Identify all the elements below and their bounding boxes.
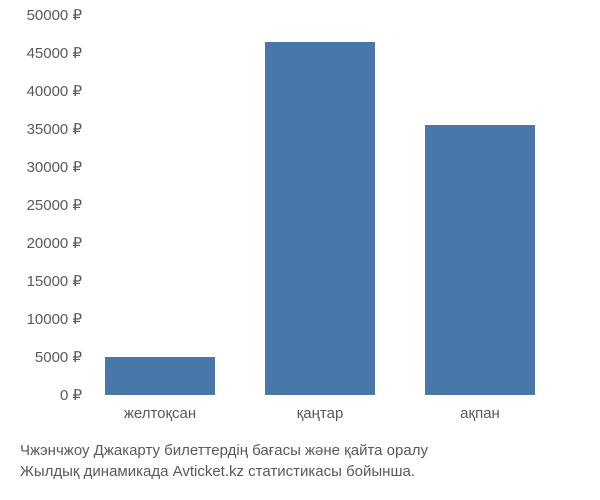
caption: Чжэнчжоу Джакарту билеттердің бағасы жән…	[20, 440, 580, 482]
x-tick: желтоқсан	[124, 405, 196, 422]
y-tick: 30000 ₽	[0, 158, 82, 176]
y-tick: 40000 ₽	[0, 82, 82, 100]
y-axis: 0 ₽ 5000 ₽ 10000 ₽ 15000 ₽ 20000 ₽ 25000…	[0, 15, 90, 395]
caption-line-2: Жылдық динамикада Avticket.kz статистика…	[20, 461, 580, 482]
y-tick: 50000 ₽	[0, 6, 82, 24]
y-tick: 45000 ₽	[0, 44, 82, 62]
y-tick: 5000 ₽	[0, 348, 82, 366]
y-tick: 25000 ₽	[0, 196, 82, 214]
x-tick: ақпан	[460, 405, 500, 422]
y-tick: 0 ₽	[0, 386, 82, 404]
y-tick: 15000 ₽	[0, 272, 82, 290]
caption-line-1: Чжэнчжоу Джакарту билеттердің бағасы жән…	[20, 440, 580, 461]
bar-0	[105, 357, 215, 395]
plot-area	[95, 15, 545, 395]
x-tick: қаңтар	[297, 405, 344, 422]
bar-2	[425, 125, 535, 395]
y-tick: 10000 ₽	[0, 310, 82, 328]
bar-1	[265, 42, 375, 395]
y-tick: 20000 ₽	[0, 234, 82, 252]
chart-container: 0 ₽ 5000 ₽ 10000 ₽ 15000 ₽ 20000 ₽ 25000…	[0, 0, 600, 500]
y-tick: 35000 ₽	[0, 120, 82, 138]
x-axis: желтоқсан қаңтар ақпан	[95, 400, 545, 430]
